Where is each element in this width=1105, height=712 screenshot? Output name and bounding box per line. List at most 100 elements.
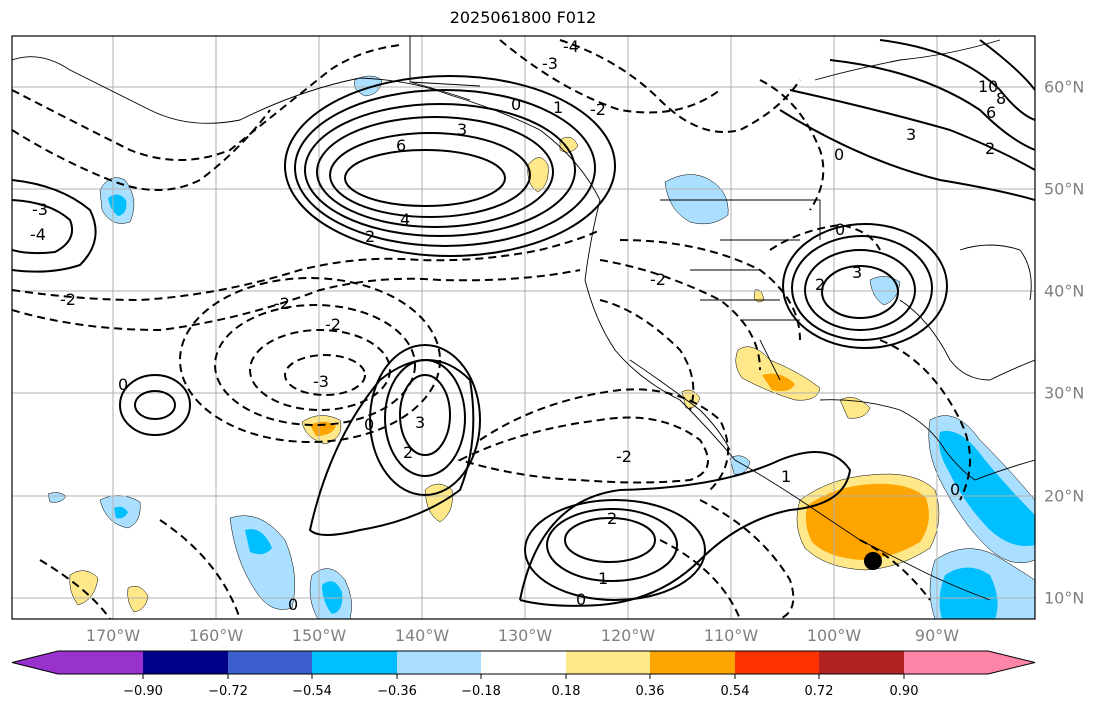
colorbar-tick-label: −0.90: [123, 684, 163, 699]
lon-label: 120°W: [600, 626, 656, 645]
contour-label: 10: [978, 77, 998, 96]
contour-label: -3: [313, 372, 329, 391]
contour-label: -2: [274, 294, 290, 313]
contour-labels: 6 3 4 2 0 -2 -3 -4 1 10 8 6 3 2 0 3 2 0 …: [30, 37, 1006, 614]
lat-label: 10°N: [1044, 588, 1085, 608]
contour-label: -4: [30, 225, 46, 244]
colorbar-segment: [58, 651, 143, 674]
neg-anomaly-region: [939, 567, 998, 619]
colorbar-tick-label: −0.54: [292, 684, 332, 699]
lon-label: 140°W: [394, 626, 450, 645]
pos-anomaly-region: [69, 570, 99, 606]
contour-label: 2: [815, 275, 825, 294]
contour-label: 0: [511, 95, 521, 114]
lat-label: 50°N: [1044, 179, 1085, 199]
colorbar-tick-label: −0.18: [461, 684, 501, 699]
contour-label: -2: [60, 290, 76, 309]
colorbar-segment: [397, 651, 481, 674]
colorbar-tick-label: 0.72: [804, 684, 834, 699]
colorbar-segment: [228, 651, 312, 674]
contour-label: 6: [986, 103, 996, 122]
colorbar: [11, 650, 1036, 679]
colorbar-segment: [735, 651, 819, 674]
contour-label: 0: [835, 220, 845, 239]
storm-center-dot: [864, 552, 882, 570]
colorbar-tick-label: 0.36: [635, 684, 665, 699]
contour-label: 0: [288, 595, 298, 614]
neg-anomaly-region: [939, 430, 1035, 546]
pos-anomaly-region: [310, 421, 336, 436]
contour-label: 2: [365, 227, 375, 246]
pos-anomaly-region: [839, 397, 871, 419]
neg-anomaly-region: [47, 492, 67, 503]
colorbar-segment: [566, 651, 650, 674]
lon-label: 160°W: [188, 626, 244, 645]
contour-label: 1: [553, 98, 563, 117]
contour-label: 4: [400, 210, 410, 229]
pos-anomaly-region: [559, 136, 579, 153]
neg-anomaly-region: [114, 506, 128, 519]
neg-anomaly-region: [664, 174, 729, 225]
contour-label: -2: [590, 100, 606, 119]
graticule: [12, 36, 1035, 619]
contour-label: 2: [403, 443, 413, 462]
contour-label: 3: [906, 125, 916, 144]
negative-contours: [12, 39, 971, 619]
lon-label: 170°W: [85, 626, 141, 645]
colorbar-tick-label: −0.36: [377, 684, 417, 699]
colorbar-tick-label: −0.72: [208, 684, 248, 699]
colorbar-segment: [650, 651, 735, 674]
contour-label: 0: [118, 375, 128, 394]
colorbar-segment: [481, 651, 566, 674]
neg-anomaly-region: [729, 455, 751, 475]
contour-label: -3: [32, 200, 48, 219]
neg-anomaly-region: [245, 529, 272, 555]
coastlines: [12, 36, 1035, 601]
contour-label: -3: [542, 54, 558, 73]
contour-label: -2: [616, 447, 632, 466]
contour-label: 1: [598, 569, 608, 588]
contour-label: 0: [834, 145, 844, 164]
contour-label: 2: [607, 509, 617, 528]
colorbar-segment: [904, 651, 988, 674]
lat-label: 30°N: [1044, 383, 1085, 403]
positive-contours: [12, 39, 1035, 607]
contour-label: 1: [781, 467, 791, 486]
lon-label: 100°W: [806, 626, 862, 645]
lat-label: 40°N: [1044, 281, 1085, 301]
contour-label: 0: [576, 590, 586, 609]
colorbar-tick-label: 0.18: [551, 684, 581, 699]
colorbar-outline: [11, 650, 1036, 675]
pos-anomaly-region: [127, 586, 149, 613]
contour-label: -2: [325, 315, 341, 334]
contour-label: 2: [985, 139, 995, 158]
contour-label: 3: [415, 413, 425, 432]
contour-label: 0: [364, 415, 374, 434]
colorbar-segment: [819, 651, 904, 674]
lon-label: 110°W: [703, 626, 759, 645]
pos-anomaly-region: [805, 483, 929, 560]
map-frame: [11, 35, 1036, 620]
contour-label: 3: [457, 120, 467, 139]
neg-anomaly-region: [229, 515, 296, 610]
contour-label: 3: [852, 263, 862, 282]
shading-layer: [47, 75, 1035, 619]
contour-label: 8: [996, 89, 1006, 108]
lon-label: 150°W: [291, 626, 347, 645]
colorbar-segment: [312, 651, 397, 674]
contour-label: -4: [563, 37, 579, 56]
contour-label: -2: [650, 270, 666, 289]
colorbar-extend-high: [988, 651, 1035, 674]
colorbar-segment: [143, 651, 228, 674]
contour-label: 6: [396, 136, 406, 155]
colorbar-tick-label: 0.90: [889, 684, 919, 699]
contour-label: 0: [950, 480, 960, 499]
lon-label: 90°W: [914, 626, 960, 645]
pos-anomaly-region: [762, 373, 795, 392]
lat-label: 60°N: [1044, 77, 1085, 97]
map-title: 2025061800 F012: [449, 8, 597, 27]
lon-label: 130°W: [497, 626, 553, 645]
lat-label: 20°N: [1044, 486, 1085, 506]
pos-anomaly-region: [735, 346, 821, 401]
